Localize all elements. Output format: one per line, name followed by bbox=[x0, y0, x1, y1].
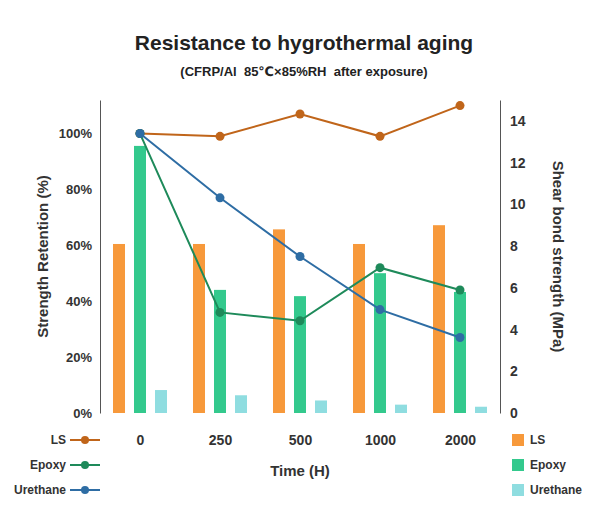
marker bbox=[136, 129, 145, 138]
title: Resistance to hygrothermal aging bbox=[135, 31, 473, 54]
y2-tick-label: 14 bbox=[510, 113, 526, 129]
marker bbox=[376, 132, 385, 141]
y2-tick-label: 4 bbox=[510, 322, 518, 338]
legend-swatch bbox=[512, 484, 524, 496]
y-tick-label: 20% bbox=[66, 350, 92, 365]
marker bbox=[456, 101, 465, 110]
y2-tick: 14 bbox=[500, 113, 526, 129]
y-tick-label: 100% bbox=[59, 126, 93, 141]
y2-axis: 0 2 4 6 8 10 12 14 bbox=[500, 101, 526, 421]
y2-tick-label: 8 bbox=[510, 238, 518, 254]
y2-tick-label: 10 bbox=[510, 196, 526, 212]
y2-tick: 0 bbox=[500, 405, 518, 421]
marker bbox=[136, 129, 145, 138]
bar bbox=[193, 244, 205, 413]
line bbox=[140, 134, 460, 321]
bar bbox=[433, 225, 445, 413]
y-tick-label: 80% bbox=[66, 182, 92, 197]
y-axis-title: Strength Retention (%) bbox=[34, 175, 51, 338]
y2-tick-label: 6 bbox=[510, 280, 518, 296]
legend-label: Urethane bbox=[530, 483, 582, 497]
x-axis-line bbox=[101, 413, 501, 414]
marker bbox=[216, 193, 225, 202]
marker bbox=[376, 305, 385, 314]
y2-tick-label: 12 bbox=[510, 155, 526, 171]
bar bbox=[235, 395, 247, 413]
y2-tick: 8 bbox=[500, 238, 518, 254]
legend-label: LS bbox=[530, 433, 545, 447]
bar bbox=[454, 292, 466, 413]
bar bbox=[214, 290, 226, 413]
x-tick-label: 1000 bbox=[365, 432, 396, 448]
legend-swatch bbox=[512, 459, 524, 471]
legend-marker bbox=[81, 486, 89, 494]
bar bbox=[155, 390, 167, 413]
marker bbox=[456, 286, 465, 295]
y-tick-label: 60% bbox=[66, 238, 92, 253]
bar bbox=[273, 229, 285, 413]
x-axis: 0 250 500 1000 2000 bbox=[101, 413, 501, 448]
legend-label: Epoxy bbox=[530, 458, 566, 472]
y2-tick-label: 2 bbox=[510, 363, 518, 379]
y2-axis-title: Shear bond strength (MPa) bbox=[550, 161, 567, 353]
y2-axis-line bbox=[500, 101, 501, 414]
marker bbox=[136, 129, 145, 138]
x-axis-title: Time (H) bbox=[270, 462, 330, 479]
y2-tick: 10 bbox=[500, 196, 526, 212]
marker bbox=[296, 109, 305, 118]
y-axis-line bbox=[100, 101, 101, 414]
x-tick: 0 bbox=[137, 413, 145, 448]
line bbox=[140, 134, 460, 338]
y-tick: 20% bbox=[66, 350, 100, 365]
x-tick: 250 bbox=[209, 413, 233, 448]
y2-tick: 4 bbox=[500, 322, 518, 338]
bar bbox=[475, 407, 487, 413]
y2-tick: 12 bbox=[500, 155, 526, 171]
y-tick-label: 40% bbox=[66, 294, 92, 309]
legend-marker bbox=[81, 436, 89, 444]
y-tick: 40% bbox=[66, 294, 100, 309]
chart: Resistance to hygrothermal aging (CFRP/Al… bbox=[0, 0, 608, 528]
bar bbox=[113, 244, 125, 413]
legend-label: Epoxy bbox=[30, 458, 66, 472]
bar bbox=[374, 273, 386, 413]
y-tick: 80% bbox=[66, 182, 100, 197]
legend: LS Epoxy Urethane LS Epoxy Urethane bbox=[14, 433, 582, 497]
y2-tick-label: 0 bbox=[510, 405, 518, 421]
bar bbox=[395, 405, 407, 413]
marker bbox=[296, 316, 305, 325]
marker bbox=[376, 263, 385, 272]
y-tick: 60% bbox=[66, 238, 100, 253]
bar bbox=[294, 296, 306, 413]
x-tick: 2000 bbox=[445, 413, 476, 448]
y-tick: 0% bbox=[73, 406, 100, 421]
x-tick-label: 500 bbox=[289, 432, 313, 448]
marker bbox=[296, 252, 305, 261]
y2-tick: 2 bbox=[500, 363, 518, 379]
y-tick-label: 0% bbox=[73, 406, 92, 421]
marker bbox=[216, 308, 225, 317]
subtitle: (CFRP/Al 85℃×85%RH after exposure) bbox=[180, 64, 427, 79]
x-tick-label: 2000 bbox=[445, 432, 476, 448]
x-tick: 500 bbox=[289, 413, 313, 448]
marker bbox=[456, 333, 465, 342]
legend-marker bbox=[81, 461, 89, 469]
y-tick: 100% bbox=[59, 126, 100, 141]
legend-swatch bbox=[512, 434, 524, 446]
plot-area bbox=[113, 101, 487, 413]
line bbox=[140, 106, 460, 137]
bar bbox=[134, 146, 146, 413]
legend-label: LS bbox=[51, 433, 66, 447]
marker bbox=[216, 132, 225, 141]
x-tick: 1000 bbox=[365, 413, 396, 448]
x-tick-label: 250 bbox=[209, 432, 233, 448]
y-axis: 0% 20% 40% 60% 80% 100% bbox=[59, 101, 101, 421]
y2-tick: 6 bbox=[500, 280, 518, 296]
x-tick-label: 0 bbox=[137, 432, 145, 448]
bar bbox=[315, 400, 327, 413]
bar bbox=[353, 244, 365, 413]
legend-label: Urethane bbox=[14, 483, 66, 497]
